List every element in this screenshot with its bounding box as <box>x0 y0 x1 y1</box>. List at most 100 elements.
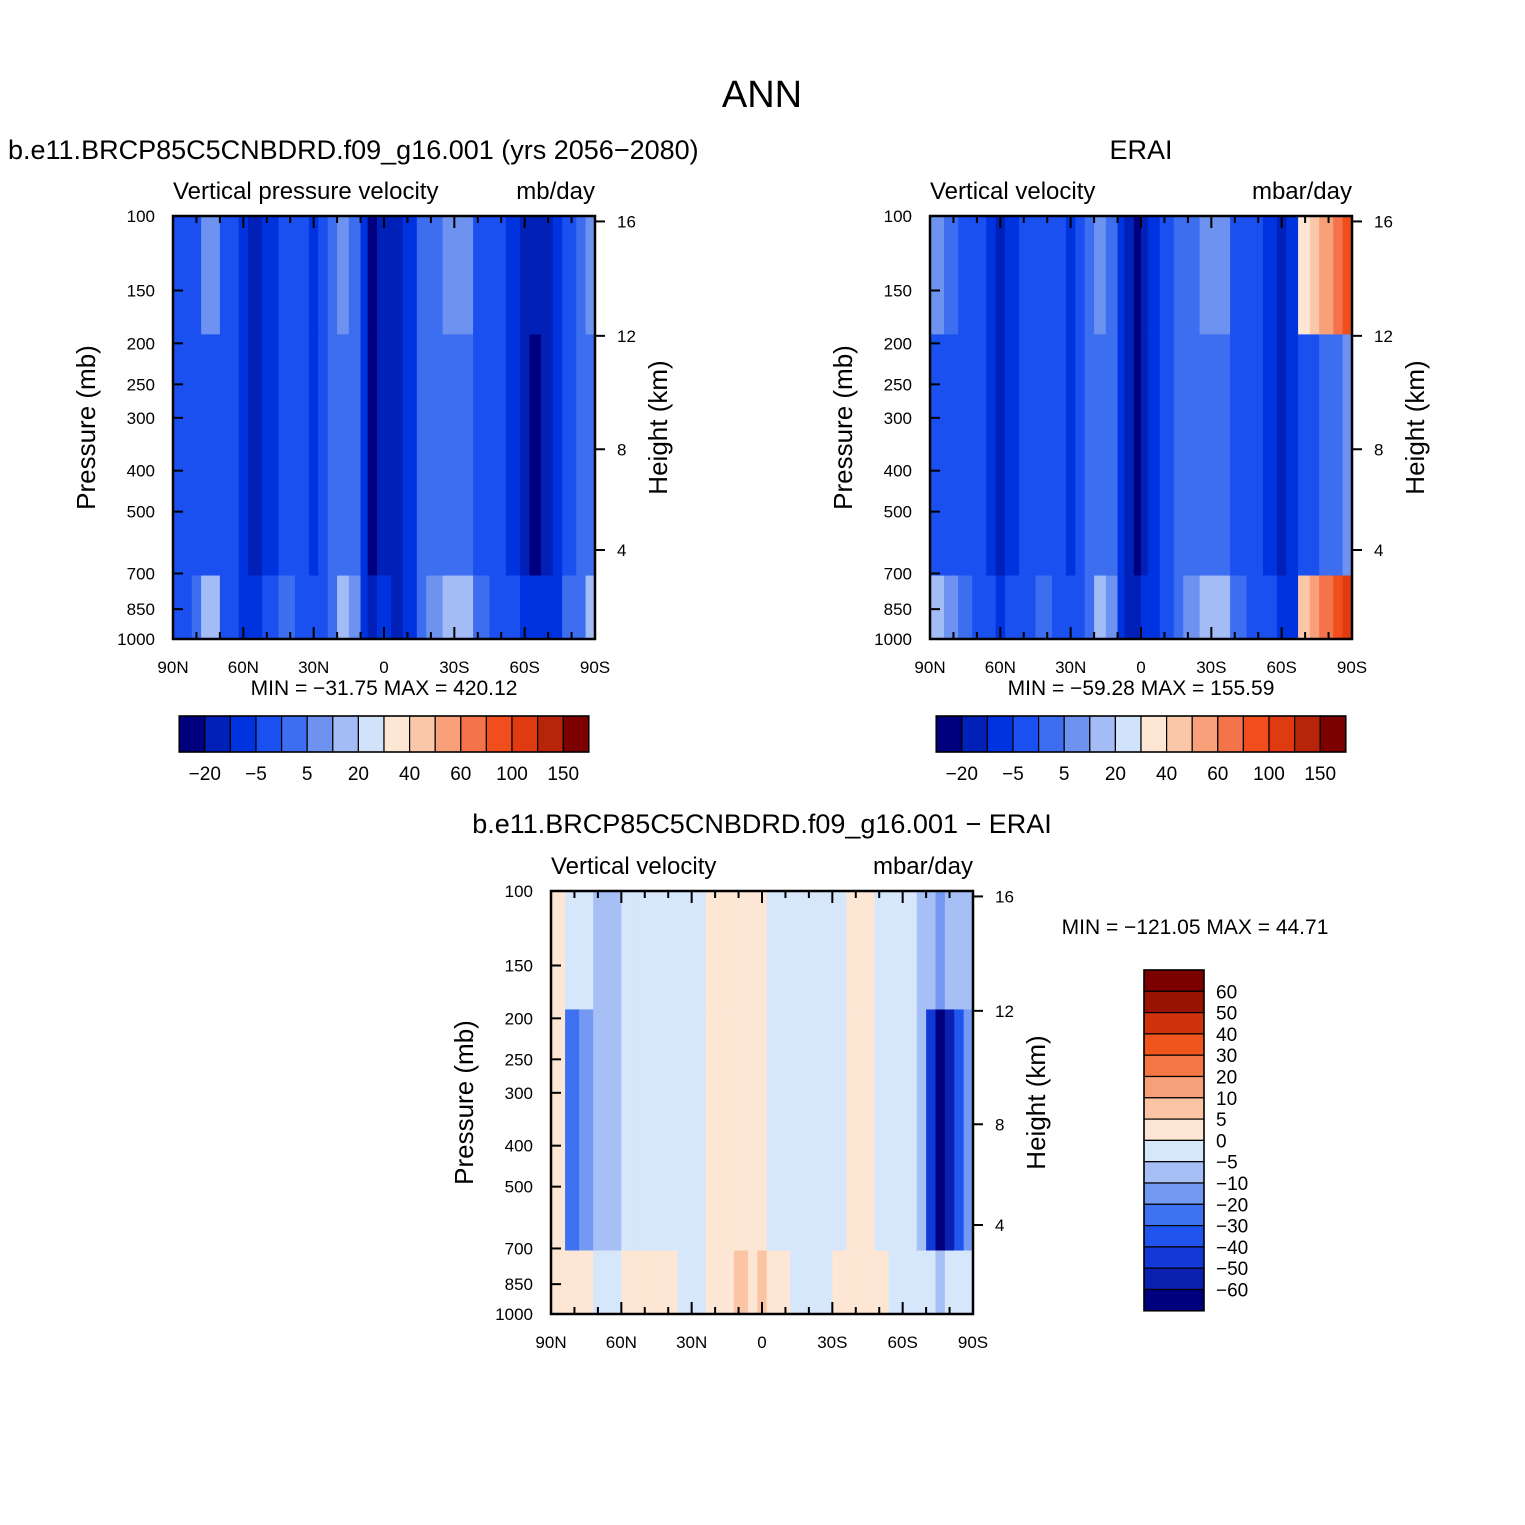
y-tick-label: 200 <box>505 1009 533 1028</box>
data-cell <box>1084 216 1095 335</box>
data-column <box>1216 216 1231 639</box>
data-column <box>663 891 679 1314</box>
data-cell <box>766 1009 777 1251</box>
x-tick-label: 90S <box>958 1333 988 1352</box>
data-cell <box>416 575 427 639</box>
data-column <box>766 891 777 1314</box>
y-axis-label: Pressure (mb) <box>71 345 101 510</box>
colorbar-box <box>1143 1224 1205 1248</box>
data-cell <box>607 1009 622 1251</box>
colorbar-box <box>986 715 1014 753</box>
data-cell <box>621 1250 636 1314</box>
data-cell <box>191 575 202 639</box>
colorbar-box <box>485 715 513 753</box>
data-column <box>576 216 587 639</box>
data-cell <box>1262 216 1278 335</box>
data-cell <box>519 334 530 576</box>
y-tick-label: 200 <box>127 334 155 353</box>
data-cell <box>733 891 749 1010</box>
data-cell <box>1094 334 1107 576</box>
x-tick-label: 30N <box>676 1333 707 1352</box>
data-cell <box>541 334 554 576</box>
data-cell <box>1133 575 1142 639</box>
data-cell <box>607 891 622 1010</box>
data-cell <box>766 1250 777 1314</box>
data-column <box>238 216 249 639</box>
data-cell <box>552 334 563 576</box>
data-cell <box>442 216 460 335</box>
data-column <box>958 216 973 639</box>
data-cell <box>308 334 319 576</box>
data-cell <box>860 891 876 1010</box>
colorbar-label: 40 <box>1216 1025 1237 1046</box>
data-cell <box>1286 575 1299 639</box>
data-cell <box>954 1009 965 1251</box>
data-cell <box>1019 334 1037 576</box>
colorbar-box <box>204 715 232 753</box>
colorbar-box <box>1143 1033 1205 1056</box>
data-column <box>1035 216 1053 639</box>
data-cell <box>402 575 418 639</box>
data-cell <box>888 1250 904 1314</box>
data-cell <box>1141 216 1149 335</box>
data-cell <box>327 575 338 639</box>
data-cell <box>551 1250 566 1314</box>
panel-difference: b.e11.BRCP85C5CNBDRD.f09_g16.001 − ERAI V… <box>449 809 1328 1352</box>
y-tick-label: 700 <box>127 564 155 583</box>
colorbar-label: 40 <box>399 764 420 785</box>
data-cell <box>337 575 350 639</box>
data-column <box>1183 216 1201 639</box>
colorbar-box <box>1063 715 1091 753</box>
data-cell <box>1148 334 1161 576</box>
data-cell <box>1230 216 1248 335</box>
panel-title: b.e11.BRCP85C5CNBDRD.f09_g16.001 (yrs 20… <box>8 135 699 165</box>
data-cell <box>1065 334 1076 576</box>
data-cell <box>1124 575 1135 639</box>
data-cell <box>1094 575 1107 639</box>
data-cell <box>541 575 554 639</box>
x-tick-label: 90S <box>1337 658 1367 677</box>
data-column <box>173 216 193 639</box>
y-right-tick-label: 4 <box>995 1216 1004 1235</box>
data-column <box>1333 216 1344 639</box>
colorbar-frame <box>935 715 1347 753</box>
colorbar-label: 20 <box>348 764 369 785</box>
data-cell <box>529 216 542 335</box>
data-cell <box>1276 216 1287 335</box>
colorbar-box <box>1319 715 1347 753</box>
colorbar-box <box>1143 1288 1205 1312</box>
colorbar-box <box>1191 715 1219 753</box>
colorbar-label: −40 <box>1216 1238 1248 1259</box>
x-tick-label: 0 <box>379 658 388 677</box>
colorbar-box <box>1143 1246 1205 1269</box>
colorbar-label: 0 <box>1216 1131 1227 1152</box>
y-tick-label: 400 <box>127 462 155 481</box>
data-column <box>944 216 959 639</box>
subtitle-units: mb/day <box>516 178 595 205</box>
data-cell <box>201 575 221 639</box>
data-column <box>944 891 955 1314</box>
data-cell <box>944 1009 955 1251</box>
data-cell <box>790 1009 805 1251</box>
y-tick-label: 400 <box>505 1137 533 1156</box>
data-column <box>1124 216 1135 639</box>
data-cell <box>529 575 542 639</box>
data-cell <box>776 891 791 1010</box>
colorbar-box <box>255 715 283 753</box>
data-cell <box>360 216 369 335</box>
subtitle-variable: Vertical pressure velocity <box>173 178 438 205</box>
data-cell <box>1141 575 1149 639</box>
data-cell <box>1230 334 1248 576</box>
colorbar-box <box>1012 715 1040 753</box>
data-cell <box>579 891 594 1010</box>
data-cell <box>766 891 777 1010</box>
colorbar-box <box>460 715 487 753</box>
data-cell <box>832 1250 847 1314</box>
data-cell <box>459 216 474 335</box>
data-cell <box>552 575 563 639</box>
data-cell <box>294 334 310 576</box>
data-cell <box>677 891 693 1010</box>
data-cell <box>944 575 959 639</box>
data-column <box>860 891 876 1314</box>
data-cell <box>1124 216 1135 335</box>
